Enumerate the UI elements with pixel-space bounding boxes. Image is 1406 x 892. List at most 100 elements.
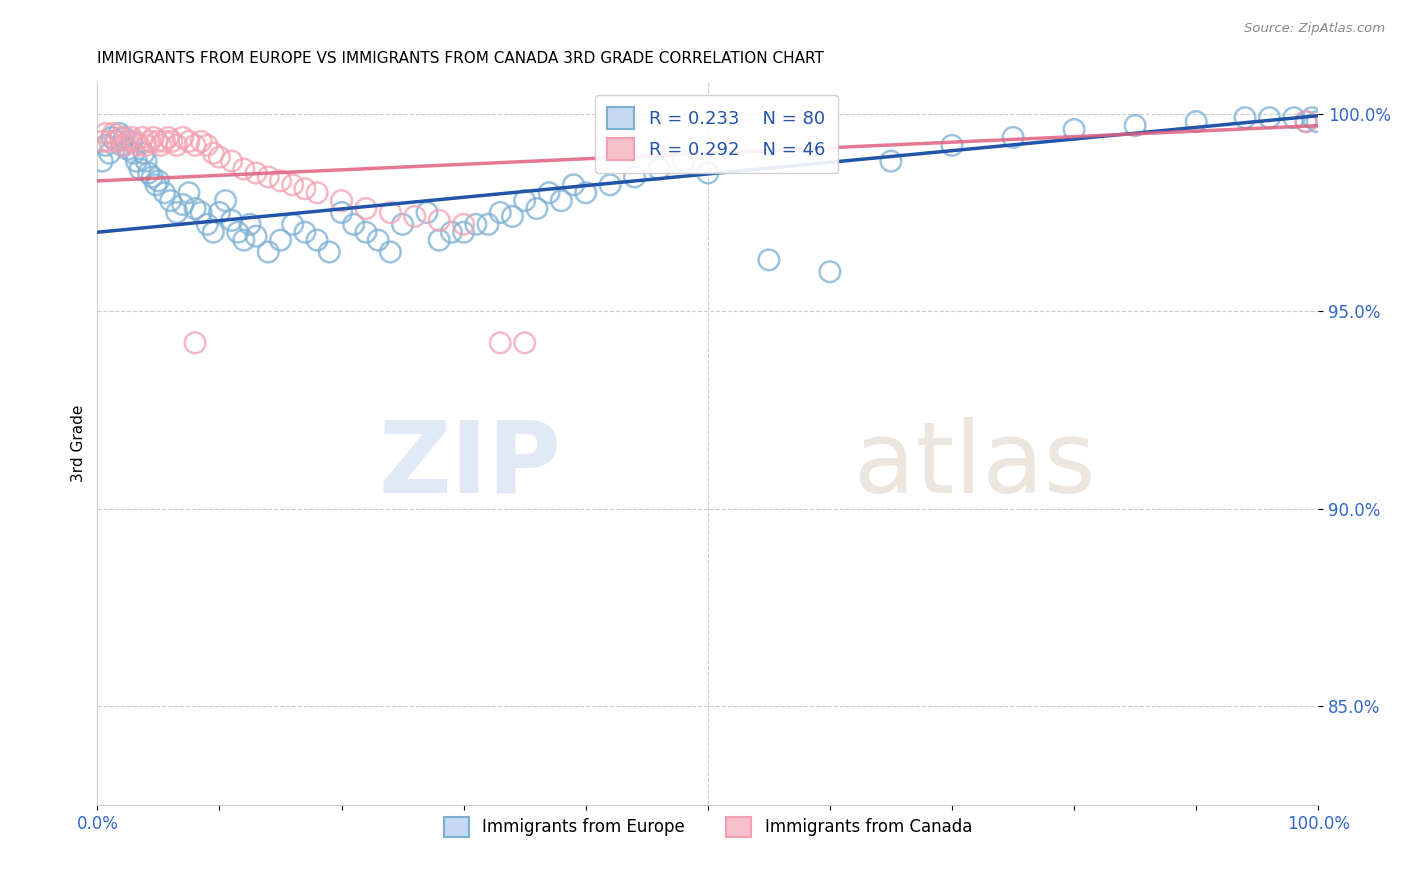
Point — [153, 186, 176, 200]
Point — [380, 244, 402, 259]
Point — [318, 244, 340, 259]
Point — [195, 138, 218, 153]
Point — [281, 217, 304, 231]
Point — [125, 154, 148, 169]
Point — [453, 217, 475, 231]
Point — [202, 225, 225, 239]
Point — [108, 127, 131, 141]
Text: atlas: atlas — [855, 417, 1095, 514]
Point — [166, 205, 188, 219]
Point — [146, 134, 169, 148]
Point — [111, 138, 134, 153]
Point — [139, 134, 162, 148]
Point — [1234, 111, 1257, 125]
Point — [477, 217, 499, 231]
Point — [330, 205, 353, 219]
Point — [142, 130, 165, 145]
Point — [1123, 119, 1146, 133]
Point — [1301, 111, 1323, 125]
Point — [538, 186, 561, 200]
Point — [257, 169, 280, 184]
Point — [117, 134, 139, 148]
Point — [221, 213, 243, 227]
Point — [202, 146, 225, 161]
Point — [354, 202, 377, 216]
Point — [190, 134, 212, 148]
Point — [941, 138, 963, 153]
Point — [648, 161, 671, 176]
Legend: Immigrants from Europe, Immigrants from Canada: Immigrants from Europe, Immigrants from … — [437, 810, 979, 844]
Point — [110, 130, 132, 145]
Point — [1295, 114, 1317, 128]
Point — [269, 233, 291, 247]
Point — [1258, 111, 1281, 125]
Point — [184, 335, 207, 350]
Point — [195, 217, 218, 231]
Point — [575, 186, 598, 200]
Point — [208, 205, 231, 219]
Point — [94, 138, 117, 153]
Point — [112, 130, 135, 145]
Point — [141, 169, 163, 184]
Point — [758, 252, 780, 267]
Point — [562, 178, 585, 192]
Point — [239, 217, 262, 231]
Point — [101, 130, 124, 145]
Point — [1295, 114, 1317, 128]
Point — [489, 335, 512, 350]
Point — [190, 205, 212, 219]
Point — [177, 134, 200, 148]
Point — [129, 161, 152, 176]
Point — [294, 225, 316, 239]
Point — [880, 154, 903, 169]
Point — [1306, 114, 1329, 128]
Point — [294, 182, 316, 196]
Point — [132, 146, 155, 161]
Point — [513, 194, 536, 208]
Point — [416, 205, 439, 219]
Point — [269, 174, 291, 188]
Point — [245, 166, 267, 180]
Point — [105, 134, 128, 148]
Point — [128, 138, 150, 153]
Point — [98, 146, 121, 161]
Point — [172, 197, 194, 211]
Point — [672, 154, 695, 169]
Point — [159, 194, 181, 208]
Point — [281, 178, 304, 192]
Point — [117, 142, 139, 156]
Point — [135, 138, 157, 153]
Point — [343, 217, 366, 231]
Point — [391, 217, 413, 231]
Point — [104, 134, 127, 148]
Point — [145, 178, 167, 192]
Point — [91, 154, 114, 169]
Point — [135, 154, 157, 169]
Point — [526, 202, 548, 216]
Point — [440, 225, 463, 239]
Point — [1185, 114, 1208, 128]
Point — [307, 233, 329, 247]
Point — [121, 130, 143, 145]
Point — [94, 127, 117, 141]
Point — [367, 233, 389, 247]
Point — [91, 134, 114, 148]
Point — [1002, 130, 1025, 145]
Point — [623, 169, 645, 184]
Text: IMMIGRANTS FROM EUROPE VS IMMIGRANTS FROM CANADA 3RD GRADE CORRELATION CHART: IMMIGRANTS FROM EUROPE VS IMMIGRANTS FRO… — [97, 51, 824, 66]
Point — [177, 186, 200, 200]
Point — [354, 225, 377, 239]
Point — [1063, 122, 1085, 136]
Point — [307, 186, 329, 200]
Point — [131, 130, 153, 145]
Point — [124, 134, 146, 148]
Point — [138, 166, 160, 180]
Point — [153, 134, 176, 148]
Point — [489, 205, 512, 219]
Point — [103, 127, 125, 141]
Point — [330, 194, 353, 208]
Point — [232, 233, 254, 247]
Text: ZIP: ZIP — [378, 417, 561, 514]
Point — [166, 138, 188, 153]
Point — [404, 210, 426, 224]
